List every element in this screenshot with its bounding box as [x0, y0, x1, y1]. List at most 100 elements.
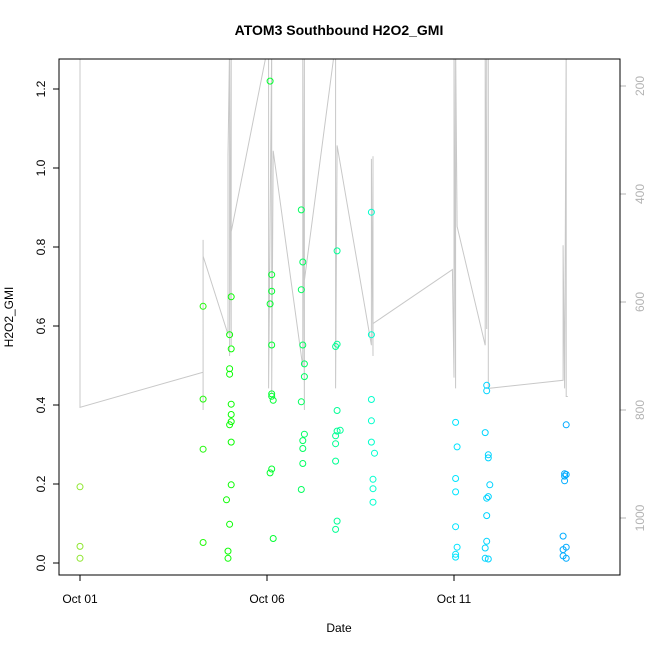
data-point — [297, 286, 305, 294]
data-point — [299, 460, 307, 467]
data-point — [299, 445, 307, 452]
data-point — [369, 498, 377, 506]
y2-tick-label: 400 — [633, 184, 647, 204]
data-point — [332, 432, 340, 440]
data-point — [224, 547, 232, 555]
y-tick-label: 0.8 — [34, 238, 48, 255]
data-point — [226, 370, 234, 378]
data-point — [297, 206, 305, 214]
data-point — [299, 437, 307, 445]
data-point — [333, 247, 341, 255]
data-point — [367, 438, 375, 446]
data-point — [367, 208, 375, 216]
data-point — [266, 469, 274, 477]
data-point — [268, 341, 276, 349]
data-point — [332, 440, 340, 448]
pressure-trace-layer — [79, 59, 568, 411]
data-point — [268, 465, 276, 473]
data-point — [452, 550, 460, 558]
data-point — [227, 400, 235, 408]
data-point — [227, 481, 235, 489]
data-point — [562, 554, 570, 562]
data-point — [223, 496, 230, 504]
data-point — [369, 485, 377, 493]
data-point — [199, 539, 207, 546]
y-axis-label: H2O2_GMI — [2, 287, 16, 348]
data-point — [483, 537, 491, 545]
data-point — [224, 554, 232, 562]
data-point — [483, 512, 491, 520]
data-point — [269, 396, 277, 404]
data-point — [76, 542, 84, 550]
y2-tick-label: 200 — [633, 76, 647, 96]
plot-frame — [58, 58, 621, 576]
data-point — [199, 445, 207, 453]
data-point — [371, 449, 378, 457]
data-point — [561, 477, 569, 485]
y2-tick-label: 600 — [633, 292, 647, 312]
data-point — [268, 271, 276, 279]
data-point — [336, 426, 344, 434]
data-point — [299, 341, 307, 349]
data-point — [367, 396, 375, 403]
chart-title: ATOM3 Southbound H2O2_GMI — [235, 22, 444, 38]
data-point — [333, 427, 341, 435]
data-point — [300, 360, 308, 368]
data-point — [559, 532, 567, 540]
data-point — [481, 429, 489, 437]
data-point — [333, 407, 341, 414]
data-point — [227, 411, 235, 418]
data-point — [484, 454, 492, 462]
data-point — [268, 287, 276, 295]
data-point — [484, 493, 492, 501]
data-point — [333, 517, 341, 525]
data-point — [369, 475, 377, 483]
data-point — [300, 430, 308, 438]
data-point — [333, 340, 341, 348]
data-point — [483, 387, 491, 395]
data-point — [452, 523, 460, 531]
data-point — [199, 395, 207, 403]
data-point — [452, 553, 460, 561]
y-tick-label: 0.4 — [34, 396, 48, 413]
data-point — [297, 486, 305, 493]
data-point — [268, 390, 276, 398]
data-point — [367, 417, 375, 425]
x-tick-label: Oct 01 — [62, 592, 98, 606]
data-point — [562, 471, 570, 478]
axes-layer: 0.0 0.2 0.4 0.6 0.8 1.0 1.2 Oct 01 Oct 06 Oct 11 2… — [34, 76, 647, 606]
data-point — [481, 544, 489, 552]
data-point — [227, 345, 235, 353]
data-point — [332, 525, 340, 533]
data-point — [266, 300, 274, 308]
data-point — [453, 543, 461, 551]
x-tick-label: Oct 11 — [437, 592, 472, 606]
x-tick-label: Oct 06 — [249, 592, 285, 606]
data-point — [227, 293, 235, 301]
points-layer — [76, 77, 570, 563]
data-point — [76, 483, 84, 491]
y2-tick-label: 1000 — [633, 504, 647, 531]
data-point — [332, 457, 340, 465]
data-point — [199, 302, 207, 310]
y-tick-label: 0.6 — [34, 317, 48, 334]
data-point — [452, 488, 460, 496]
data-point — [483, 494, 491, 502]
pressure-trace-line — [79, 59, 568, 411]
y-tick-label: 1.0 — [34, 159, 48, 176]
x-axis-label: Date — [326, 621, 352, 635]
data-point — [367, 331, 375, 339]
data-point — [268, 392, 276, 400]
data-point — [299, 258, 307, 266]
data-point — [76, 554, 84, 562]
data-point — [481, 554, 489, 562]
data-point — [227, 438, 235, 446]
y-tick-label: 0.2 — [34, 475, 48, 492]
data-point — [561, 472, 569, 480]
data-point — [269, 535, 277, 542]
y2-tick-label: 800 — [633, 400, 647, 420]
data-point — [226, 520, 234, 528]
data-point — [227, 418, 235, 426]
data-point — [300, 373, 308, 381]
